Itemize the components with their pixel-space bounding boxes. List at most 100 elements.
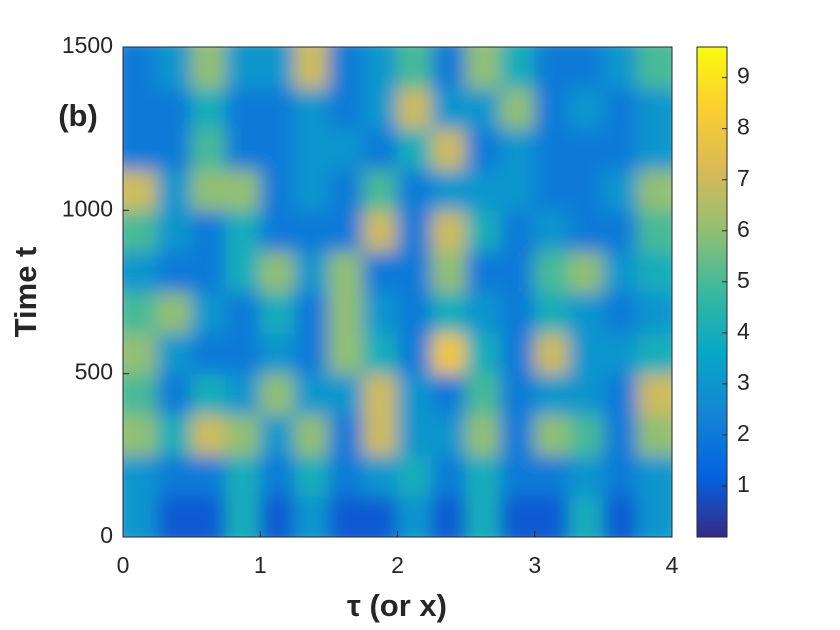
heatmap-cell	[362, 454, 398, 497]
heatmap-cell	[637, 209, 672, 252]
heatmap-cell	[294, 291, 330, 334]
heatmap-cell	[123, 250, 159, 293]
heatmap-cell	[362, 87, 398, 130]
colorbar-tick-label: 3	[737, 369, 750, 395]
heatmap-cell	[568, 291, 604, 334]
heatmap-cell	[328, 47, 364, 89]
heatmap-cell	[259, 373, 296, 415]
heatmap-cell	[328, 454, 364, 497]
heatmap-cell	[156, 87, 193, 130]
heatmap-cell	[602, 250, 639, 293]
heatmap-cell	[499, 373, 536, 415]
colorbar-tick-label: 8	[737, 114, 750, 140]
heatmap-cell	[637, 47, 672, 89]
heatmap-cell	[397, 47, 433, 89]
heatmap-cell	[397, 414, 433, 456]
heatmap-cell	[637, 454, 672, 497]
y-axis-label: Time t	[8, 247, 43, 338]
heatmap-cell	[499, 87, 536, 130]
heatmap-cell	[534, 373, 570, 415]
heatmap-cell	[397, 128, 433, 170]
x-tick-label: 3	[528, 552, 541, 578]
heatmap-cell	[602, 495, 639, 537]
heatmap-cell	[191, 414, 227, 456]
heatmap-cell	[534, 414, 570, 456]
heatmap-cell	[602, 332, 639, 375]
heatmap-cell	[397, 332, 433, 375]
heatmap-cell	[123, 291, 159, 334]
heatmap-cell	[534, 87, 570, 130]
y-tick-label: 500	[75, 359, 113, 385]
heatmap-cell	[465, 454, 501, 497]
heatmap-cell	[568, 209, 604, 252]
heatmap-cell	[637, 373, 672, 415]
heatmap-cell	[568, 128, 604, 170]
heatmap-cell	[156, 47, 193, 89]
heatmap-cell	[294, 128, 330, 170]
heatmap-cell	[602, 373, 639, 415]
heatmap-cell	[499, 454, 536, 497]
heatmap-cell	[294, 454, 330, 497]
heatmap-cell	[534, 291, 570, 334]
heatmap-cell	[156, 373, 193, 415]
heatmap-cell	[568, 414, 604, 456]
heatmap-cell	[294, 87, 330, 130]
heatmap-cell	[328, 373, 364, 415]
heatmap-cell	[602, 454, 639, 497]
heatmap-cell	[637, 414, 672, 456]
heatmap-cell	[328, 495, 364, 537]
heatmap-cell	[156, 128, 193, 170]
heatmap-cell	[465, 332, 501, 375]
heatmap-cell	[499, 128, 536, 170]
heatmap-cell	[637, 332, 672, 375]
heatmap-cell	[191, 291, 227, 334]
heatmap-cell	[191, 332, 227, 375]
heatmap-cell	[294, 414, 330, 456]
heatmap-cell	[568, 332, 604, 375]
heatmap-cell	[637, 128, 672, 170]
heatmap-cell	[397, 373, 433, 415]
heatmap-cell	[397, 169, 433, 211]
heatmap-cell	[499, 169, 536, 211]
heatmap-cell	[431, 250, 467, 293]
heatmap-cell	[225, 169, 261, 211]
heatmap-cell	[259, 169, 296, 211]
heatmap-cell	[431, 373, 467, 415]
heatmap-cell	[602, 209, 639, 252]
heatmap-cell	[362, 169, 398, 211]
heatmap-cell	[568, 47, 604, 89]
heatmap-cell	[328, 209, 364, 252]
colorbar-tick-label: 9	[737, 63, 750, 89]
heatmap-cell	[294, 169, 330, 211]
heatmap-cell	[602, 291, 639, 334]
heatmap-cell	[534, 495, 570, 537]
heatmap-cell	[294, 209, 330, 252]
heatmap-cell	[602, 128, 639, 170]
heatmap-cell	[534, 209, 570, 252]
heatmap-cell	[225, 291, 261, 334]
heatmap-cell	[431, 332, 467, 375]
heatmap-cell	[397, 454, 433, 497]
x-tick-label: 2	[391, 552, 404, 578]
heatmap-cell	[602, 414, 639, 456]
heatmap-cell	[431, 47, 467, 89]
heatmap-cell	[225, 454, 261, 497]
heatmap-cell	[328, 332, 364, 375]
heatmap-cell	[328, 414, 364, 456]
heatmap-cell	[431, 87, 467, 130]
heatmap-cell	[499, 414, 536, 456]
heatmap-cell	[259, 454, 296, 497]
heatmap-cell	[637, 250, 672, 293]
heatmap-cell	[123, 209, 159, 252]
heatmap-cell	[499, 495, 536, 537]
heatmap-cell	[294, 495, 330, 537]
heatmap-cell	[637, 495, 672, 537]
heatmap-cell	[362, 47, 398, 89]
heatmap-cell	[328, 250, 364, 293]
colorbar-tick-label: 1	[737, 471, 750, 497]
heatmap-cell	[465, 291, 501, 334]
heatmap-cell	[465, 209, 501, 252]
heatmap-cell	[362, 332, 398, 375]
heatmap-cell	[534, 454, 570, 497]
